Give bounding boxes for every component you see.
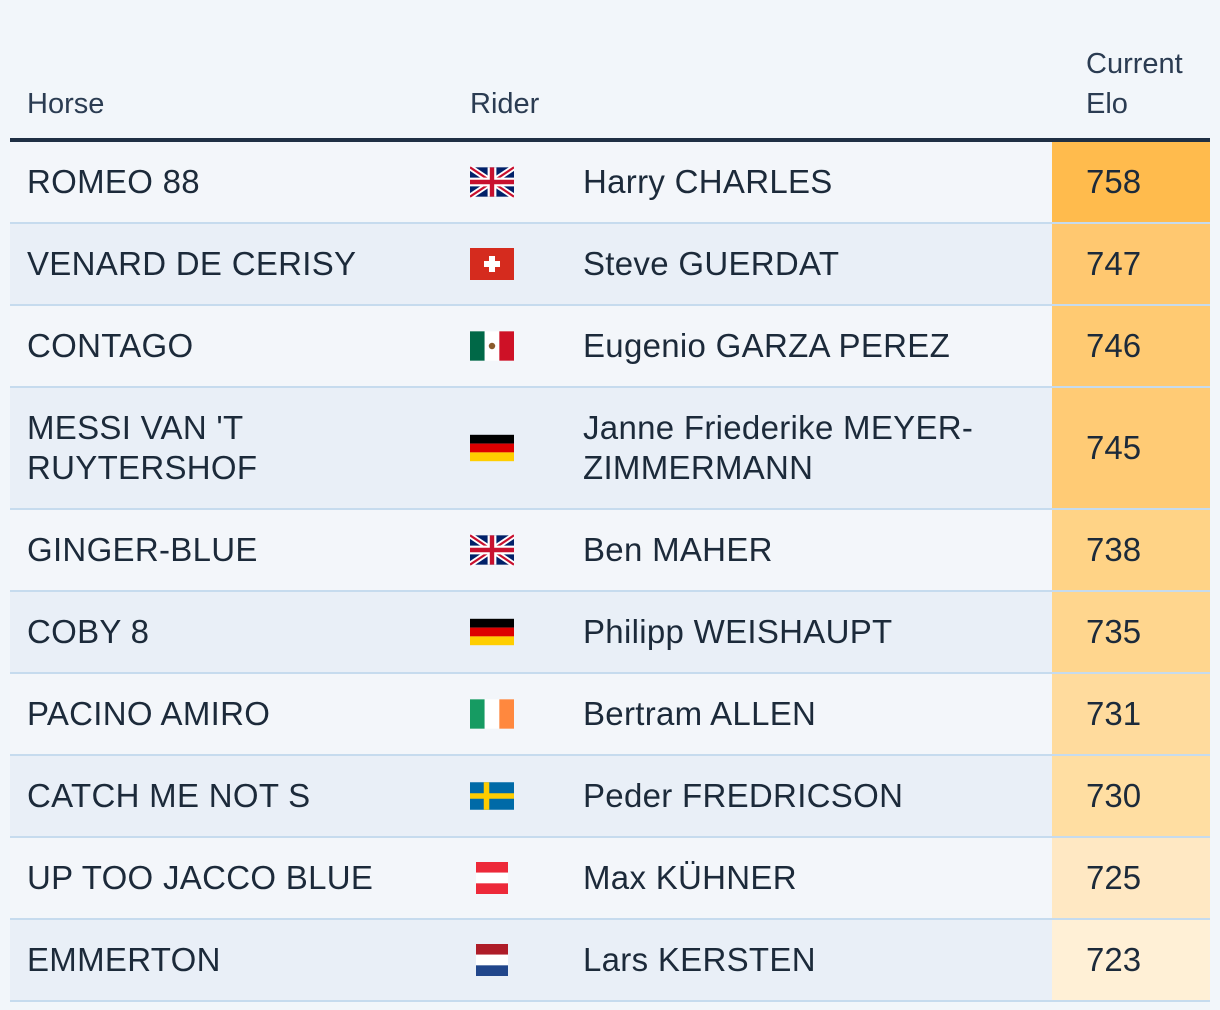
horse-name: CONTAGO [27, 327, 194, 364]
flag-sweden-icon [470, 780, 514, 812]
horse-name: EMMERTON [27, 941, 221, 978]
column-header-rider[interactable]: Rider [470, 88, 540, 120]
flag-uk-icon [470, 166, 514, 198]
flag-netherlands-icon [470, 944, 514, 976]
rider-name: Eugenio GARZA PEREZ [583, 327, 951, 364]
flag-ireland-icon [470, 698, 514, 730]
flag-uk-icon [470, 534, 514, 566]
rider-name: Ben MAHER [583, 531, 773, 568]
flag-germany-icon [470, 616, 514, 648]
table-header: Horse Rider Current Elo [10, 0, 1210, 142]
elo-value: 747 [1086, 245, 1142, 282]
table-row[interactable]: VENARD DE CERISY Steve GUERDAT 747 [10, 224, 1210, 306]
horse-name: GINGER-BLUE [27, 531, 258, 568]
horse-name: VENARD DE CERISY [27, 245, 357, 282]
elo-value: 725 [1086, 859, 1142, 896]
table-body: ROMEO 88 Harry CHARLES 758 VENARD DE CERISY… [10, 142, 1210, 1002]
horse-name: ROMEO 88 [27, 163, 200, 200]
rider-name: Harry CHARLES [583, 163, 833, 200]
elo-cell: 758 [1052, 142, 1210, 222]
table-row[interactable]: UP TOO JACCO BLUE Max KÜHNER 725 [10, 838, 1210, 920]
elo-value: 731 [1086, 695, 1142, 732]
rider-name: Bertram ALLEN [583, 695, 817, 732]
horse-name: MESSI VAN 'T RUYTERSHOF [27, 409, 258, 486]
elo-value: 738 [1086, 531, 1142, 568]
elo-cell: 746 [1052, 306, 1210, 386]
flag-germany-icon [470, 432, 514, 464]
elo-value: 746 [1086, 327, 1142, 364]
elo-value: 730 [1086, 777, 1142, 814]
rider-name: Peder FREDRICSON [583, 777, 904, 814]
horse-name: COBY 8 [27, 613, 150, 650]
elo-cell: 731 [1052, 674, 1210, 754]
table-row[interactable]: CATCH ME NOT S Peder FREDRICSON 730 [10, 756, 1210, 838]
table-row[interactable]: PACINO AMIRO Bertram ALLEN 731 [10, 674, 1210, 756]
elo-cell: 725 [1052, 838, 1210, 918]
column-header-current-elo[interactable]: Current Elo [1086, 48, 1183, 120]
elo-ranking-table: Horse Rider Current Elo ROMEO 88 Harry CH… [10, 0, 1210, 1002]
table-row[interactable]: CONTAGO Eugenio GARZA PEREZ 746 [10, 306, 1210, 388]
table-row[interactable]: EMMERTON Lars KERSTEN 723 [10, 920, 1210, 1002]
elo-value: 735 [1086, 613, 1142, 650]
elo-cell: 735 [1052, 592, 1210, 672]
elo-value: 758 [1086, 163, 1142, 200]
rider-name: Janne Friederike MEYER-ZIMMERMANN [583, 409, 974, 486]
table-row[interactable]: GINGER-BLUE Ben MAHER 738 [10, 510, 1210, 592]
horse-name: PACINO AMIRO [27, 695, 271, 732]
elo-value: 723 [1086, 941, 1142, 978]
table-row[interactable]: COBY 8 Philipp WEISHAUPT 735 [10, 592, 1210, 674]
horse-name: UP TOO JACCO BLUE [27, 859, 374, 896]
elo-cell: 723 [1052, 920, 1210, 1000]
rider-name: Max KÜHNER [583, 859, 797, 896]
elo-cell: 738 [1052, 510, 1210, 590]
flag-mexico-icon [470, 330, 514, 362]
elo-cell: 747 [1052, 224, 1210, 304]
rider-name: Steve GUERDAT [583, 245, 840, 282]
rider-name: Philipp WEISHAUPT [583, 613, 893, 650]
elo-cell: 730 [1052, 756, 1210, 836]
table-row[interactable]: MESSI VAN 'T RUYTERSHOF Janne Friederike … [10, 388, 1210, 510]
elo-cell: 745 [1052, 388, 1210, 508]
elo-value: 745 [1086, 429, 1142, 466]
table-row[interactable]: ROMEO 88 Harry CHARLES 758 [10, 142, 1210, 224]
column-header-horse[interactable]: Horse [27, 88, 105, 120]
horse-name: CATCH ME NOT S [27, 777, 311, 814]
rider-name: Lars KERSTEN [583, 941, 816, 978]
flag-austria-icon [470, 862, 514, 894]
flag-switzerland-icon [470, 248, 514, 280]
